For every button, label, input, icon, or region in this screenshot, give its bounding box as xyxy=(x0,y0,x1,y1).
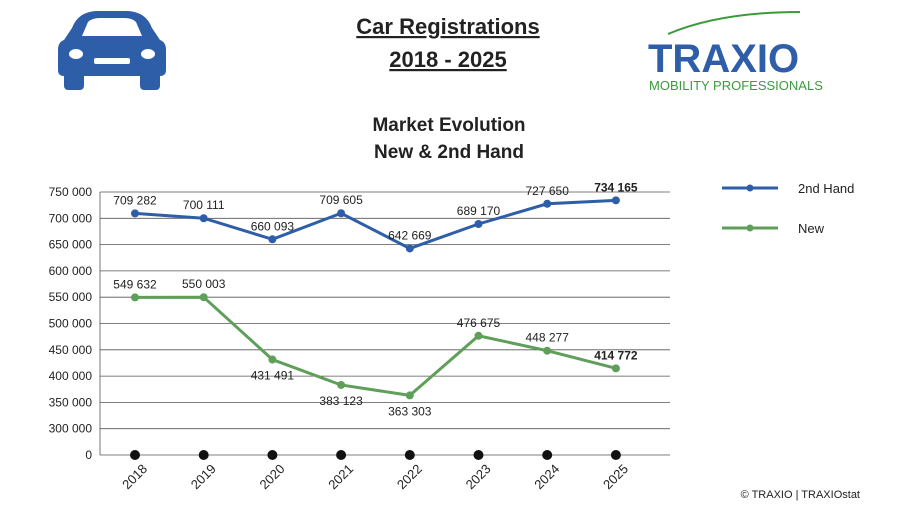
y-tick-label: 350 000 xyxy=(49,395,93,409)
logo-tagline: MOBILITY PROFESSIONALS xyxy=(649,78,823,93)
data-label: 383 123 xyxy=(319,394,363,408)
data-label: 476 675 xyxy=(457,316,501,330)
point xyxy=(405,244,414,253)
axis-dot xyxy=(610,450,621,460)
y-tick-label: 300 000 xyxy=(49,422,93,436)
data-label: 709 605 xyxy=(319,193,363,207)
data-label: 431 491 xyxy=(251,369,295,383)
point xyxy=(337,209,346,218)
axis-dot xyxy=(336,450,347,460)
series-line xyxy=(134,295,617,397)
y-tick-label: 400 000 xyxy=(49,369,93,383)
data-label: 363 303 xyxy=(388,404,432,418)
y-tick-label: 650 000 xyxy=(49,238,93,252)
axis-dot xyxy=(542,450,553,460)
axis-dot xyxy=(404,450,415,460)
x-tick-label: 2022 xyxy=(394,461,425,492)
point xyxy=(543,199,552,208)
x-tick-label: 2023 xyxy=(463,461,494,492)
data-label: 550 003 xyxy=(182,277,226,291)
y-tick-label: 500 000 xyxy=(49,317,93,331)
data-label: 727 650 xyxy=(526,184,570,198)
x-tick-label: 2018 xyxy=(119,461,150,492)
point xyxy=(543,346,552,355)
axis-dot xyxy=(267,450,278,460)
point xyxy=(268,355,277,364)
data-label: 734 165 xyxy=(594,180,638,194)
x-tick-label: 2024 xyxy=(531,461,562,492)
chart-title: Market Evolution xyxy=(372,115,525,136)
data-label: 414 772 xyxy=(594,348,638,362)
x-tick-label: 2019 xyxy=(188,461,219,492)
logo: TRAXIO xyxy=(648,37,799,81)
data-label: 660 093 xyxy=(251,219,295,233)
point xyxy=(474,219,483,228)
y-tick-label: 750 000 xyxy=(49,185,93,199)
y-tick-label: 700 000 xyxy=(49,211,93,225)
logo-swoosh xyxy=(667,11,801,35)
x-tick-label: 2025 xyxy=(600,461,631,492)
point xyxy=(611,364,620,373)
data-label: 448 277 xyxy=(526,331,570,345)
y-tick-label: 550 000 xyxy=(49,290,93,304)
series-line xyxy=(134,198,616,251)
point xyxy=(131,293,139,302)
data-label: 549 632 xyxy=(113,277,157,291)
x-tick-label: 2021 xyxy=(325,461,356,492)
y-tick-label: 0 xyxy=(85,448,92,462)
point xyxy=(131,209,139,218)
point xyxy=(337,380,346,389)
car-icon xyxy=(58,11,166,90)
axis-dot xyxy=(473,450,484,460)
legend-dot xyxy=(746,184,754,192)
legend-label: New xyxy=(798,221,825,236)
point xyxy=(199,214,208,223)
legend-dot xyxy=(746,224,754,232)
legend-label: 2nd Hand xyxy=(798,181,854,196)
point xyxy=(405,391,414,400)
x-tick-label: 2020 xyxy=(257,461,288,492)
point xyxy=(199,293,208,302)
point xyxy=(611,196,620,205)
axis-dot xyxy=(130,450,140,460)
y-tick-label: 600 000 xyxy=(49,264,93,278)
copyright: © TRAXIO | TRAXIOstat xyxy=(741,489,860,501)
page-title: Car Registrations xyxy=(356,14,539,39)
point xyxy=(268,235,277,244)
page-title: 2018 - 2025 xyxy=(389,47,506,72)
data-label: 689 170 xyxy=(457,204,501,218)
chart-title: New & 2nd Hand xyxy=(374,142,524,163)
point xyxy=(474,331,483,340)
data-label: 642 669 xyxy=(388,228,432,242)
data-label: 700 111 xyxy=(183,198,225,212)
data-label: 709 282 xyxy=(113,193,157,207)
axis-dot xyxy=(198,450,209,460)
y-tick-label: 450 000 xyxy=(49,343,93,357)
